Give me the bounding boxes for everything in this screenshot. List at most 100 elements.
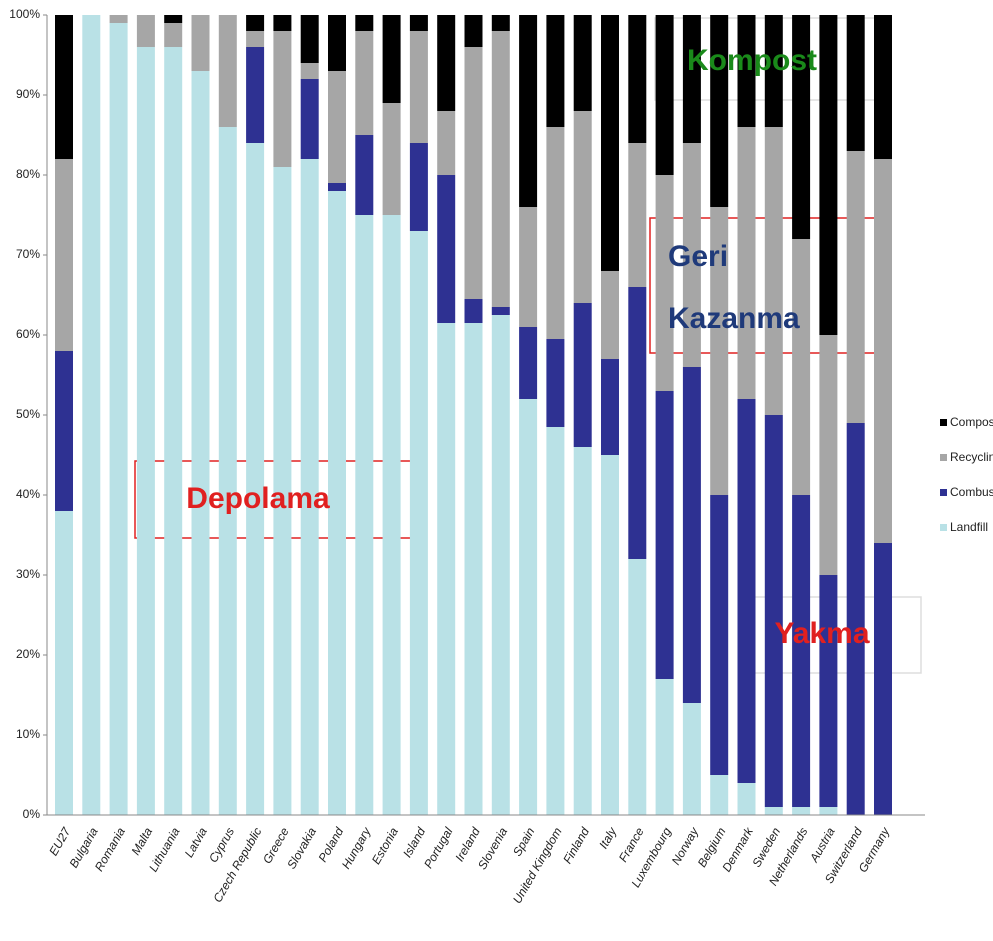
- bar-segment: [819, 335, 838, 575]
- bar-segment: [628, 143, 647, 287]
- bar-segment: [355, 15, 374, 31]
- legend-label: Recycling: [950, 450, 993, 464]
- annotation: Kazanma: [668, 302, 800, 335]
- annotation: Yakma: [774, 617, 869, 650]
- bar-segment: [682, 15, 701, 143]
- annotation: Kompost: [687, 44, 817, 77]
- bar-segment: [628, 559, 647, 815]
- bar-segment: [164, 47, 183, 815]
- bar-segment: [464, 299, 483, 323]
- bar-segment: [355, 31, 374, 135]
- bar-segment: [491, 31, 510, 307]
- y-tick-label: 0%: [23, 807, 41, 821]
- bar-segment: [519, 399, 538, 815]
- bar-segment: [382, 103, 401, 215]
- bar-segment: [328, 183, 346, 191]
- bar-segment: [682, 703, 701, 815]
- bar-segment: [273, 167, 292, 815]
- bar-segment: [573, 15, 592, 111]
- bar-segment: [109, 23, 128, 815]
- bar-segment: [273, 31, 292, 167]
- bar-segment: [409, 31, 428, 143]
- bar-segment: [437, 111, 456, 175]
- legend-label: Combustion: [950, 485, 993, 499]
- bar-segment: [273, 15, 292, 31]
- legend-swatch: [940, 419, 947, 426]
- x-tick-label: Estonia: [369, 825, 401, 867]
- bar-segment: [846, 151, 865, 423]
- bar-segment: [792, 807, 811, 815]
- bar-segment: [573, 111, 592, 303]
- y-tick-label: 80%: [16, 167, 40, 181]
- bar-segment: [792, 239, 811, 495]
- bar-segment: [464, 323, 483, 815]
- bar-segment: [737, 127, 756, 399]
- bar-segment: [655, 15, 674, 175]
- bar-segment: [764, 415, 783, 807]
- bar-segment: [737, 783, 756, 815]
- bar-segment: [136, 15, 155, 47]
- y-tick-label: 50%: [16, 407, 40, 421]
- bar-segment: [819, 807, 838, 815]
- bar-segment: [300, 15, 319, 63]
- bar-segment: [573, 447, 592, 815]
- bar-segment: [437, 323, 456, 815]
- bar-segment: [491, 15, 510, 31]
- bar-segment: [655, 679, 674, 815]
- bar-segment: [682, 367, 701, 703]
- y-tick-label: 90%: [16, 87, 40, 101]
- bar-segment: [764, 15, 783, 127]
- bar-segment: [874, 159, 892, 543]
- y-tick-label: 30%: [16, 567, 40, 581]
- bar-segment: [246, 31, 265, 47]
- bar-segment: [655, 175, 674, 391]
- bar-segment: [164, 15, 183, 23]
- x-tick-label: Island: [400, 825, 428, 860]
- bar-segment: [246, 47, 265, 143]
- bar-segment: [519, 207, 538, 327]
- bar-segment: [682, 143, 701, 367]
- y-tick-label: 10%: [16, 727, 40, 741]
- legend-label: Compost: [950, 415, 993, 429]
- x-tick-label: Italy: [596, 824, 620, 851]
- annotation: Depolama: [186, 482, 330, 515]
- bar-segment: [573, 303, 592, 447]
- bar-segment: [710, 495, 729, 775]
- bar-segment: [82, 15, 101, 815]
- bar-segment: [601, 15, 619, 271]
- bar-segment: [437, 175, 456, 323]
- bar-segment: [546, 127, 565, 339]
- bar-segment: [737, 15, 756, 127]
- bar-segment: [55, 511, 73, 815]
- y-tick-label: 20%: [16, 647, 40, 661]
- bar-segment: [601, 455, 619, 815]
- bar-segment: [628, 15, 647, 143]
- y-tick-label: 100%: [9, 7, 40, 21]
- bar-segment: [710, 775, 729, 815]
- legend-swatch: [940, 489, 947, 496]
- bar-segment: [328, 191, 346, 815]
- bar-segment: [409, 143, 428, 231]
- bar-segment: [246, 143, 265, 815]
- bar-segment: [409, 15, 428, 31]
- bar-segment: [218, 127, 237, 815]
- bar-segment: [874, 543, 892, 815]
- bar-segment: [737, 399, 756, 783]
- bar-segment: [328, 15, 346, 71]
- legend-swatch: [940, 454, 947, 461]
- y-tick-label: 70%: [16, 247, 40, 261]
- bar-segment: [191, 15, 210, 71]
- bar-segment: [519, 15, 538, 207]
- bar-segment: [819, 15, 838, 335]
- bar-segment: [491, 315, 510, 815]
- y-tick-label: 40%: [16, 487, 40, 501]
- bar-segment: [300, 63, 319, 79]
- bar-segment: [409, 231, 428, 815]
- bar-segment: [164, 23, 183, 47]
- bar-segment: [191, 71, 210, 815]
- bar-segment: [764, 807, 783, 815]
- x-tick-label: Latvia: [182, 825, 210, 860]
- bar-segment: [519, 327, 538, 399]
- bar-segment: [874, 15, 892, 159]
